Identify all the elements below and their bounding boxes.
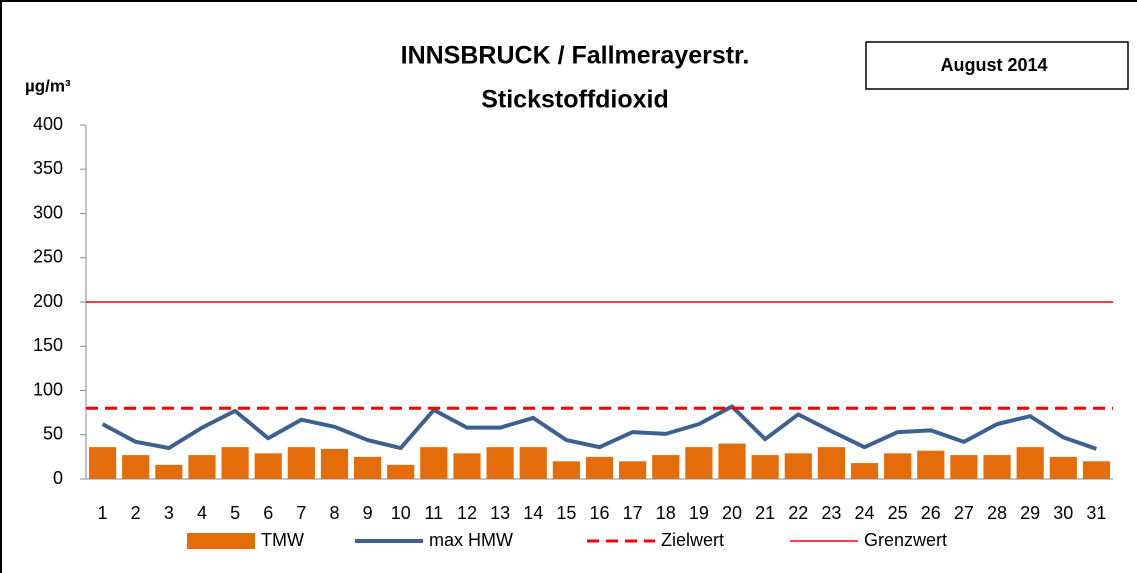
- x-tick-label: 15: [556, 503, 576, 523]
- x-tick-label: 24: [855, 503, 875, 523]
- x-tick-label: 19: [689, 503, 709, 523]
- bar: [486, 447, 514, 479]
- bar: [917, 450, 945, 479]
- x-tick-label: 22: [788, 503, 808, 523]
- x-tick-label: 30: [1053, 503, 1073, 523]
- bar: [88, 447, 117, 479]
- bar: [784, 453, 812, 479]
- x-tick-label: 4: [197, 503, 207, 523]
- y-tick-label: 350: [33, 158, 63, 178]
- x-tick-label: 25: [888, 503, 908, 523]
- bar: [1049, 456, 1077, 479]
- x-tick-label: 28: [987, 503, 1007, 523]
- chart-subtitle: Stickstoffdioxid: [481, 86, 669, 114]
- x-tick-label: 3: [164, 503, 174, 523]
- legend-label: Zielwert: [661, 530, 724, 550]
- x-tick-label: 2: [131, 503, 141, 523]
- legend-label: TMW: [261, 530, 304, 550]
- y-tick-label: 150: [33, 335, 63, 355]
- bar: [950, 455, 978, 479]
- x-tick-label: 14: [523, 503, 543, 523]
- x-tick-label: 17: [623, 503, 643, 523]
- bar: [685, 447, 713, 479]
- bar: [884, 453, 912, 479]
- bar: [387, 464, 415, 479]
- x-tick-label: 23: [821, 503, 841, 523]
- x-tick-label: 21: [755, 503, 775, 523]
- bar: [354, 456, 382, 479]
- legend-label: max HMW: [429, 530, 513, 550]
- chart-title: INNSBRUCK / Fallmerayerstr.: [401, 42, 750, 70]
- x-tick-label: 26: [921, 503, 941, 523]
- x-tick-label: 11: [425, 503, 444, 523]
- line: [101, 404, 1098, 451]
- x-tick-label: 13: [490, 503, 510, 523]
- y-tick-label: 250: [33, 247, 63, 267]
- bar: [983, 455, 1011, 479]
- x-tick-label: 12: [457, 503, 477, 523]
- bar: [1016, 447, 1044, 479]
- x-tick-label: 27: [954, 503, 974, 523]
- bar: [817, 447, 845, 479]
- bar: [652, 455, 680, 479]
- annotation-box: [865, 41, 1129, 90]
- bar: [287, 447, 315, 479]
- bar: [453, 453, 481, 479]
- bar: [122, 455, 150, 479]
- y-tick-label: 200: [33, 291, 63, 311]
- x-tick-label: 31: [1086, 503, 1106, 523]
- x-tick-label: 8: [329, 503, 339, 523]
- y-tick-label: 0: [53, 468, 63, 488]
- y-axis-label: µg/m³: [25, 76, 71, 95]
- bar: [519, 447, 547, 479]
- x-tick-label: 6: [263, 503, 273, 523]
- bar: [850, 463, 879, 479]
- bar: [718, 443, 746, 479]
- y-tick-label: 100: [33, 379, 63, 399]
- x-tick-label: 1: [98, 503, 108, 523]
- bar: [552, 461, 580, 479]
- y-tick-label: 400: [33, 114, 63, 134]
- bar: [420, 447, 448, 479]
- bar: [188, 455, 216, 479]
- x-tick-label: 9: [363, 503, 373, 523]
- bar: [585, 456, 614, 479]
- x-tick-label: 7: [296, 503, 306, 523]
- y-tick-label: 50: [43, 424, 63, 444]
- x-tick-label: 5: [230, 503, 240, 523]
- bar: [155, 464, 183, 479]
- legend-swatch: [187, 533, 255, 549]
- bar: [751, 455, 779, 479]
- bar: [221, 447, 249, 479]
- annotation: August 2014: [940, 55, 1047, 75]
- legend-label: Grenzwert: [864, 530, 947, 550]
- x-tick-label: 20: [722, 503, 742, 523]
- y-tick-label: 300: [33, 202, 63, 222]
- bar: [1082, 461, 1111, 479]
- x-tick-label: 10: [391, 503, 411, 523]
- x-tick-label: 16: [589, 503, 609, 523]
- bar: [254, 453, 282, 479]
- bar: [619, 461, 647, 479]
- bar: [320, 448, 349, 479]
- x-tick-label: 29: [1020, 503, 1040, 523]
- x-tick-label: 18: [656, 503, 676, 523]
